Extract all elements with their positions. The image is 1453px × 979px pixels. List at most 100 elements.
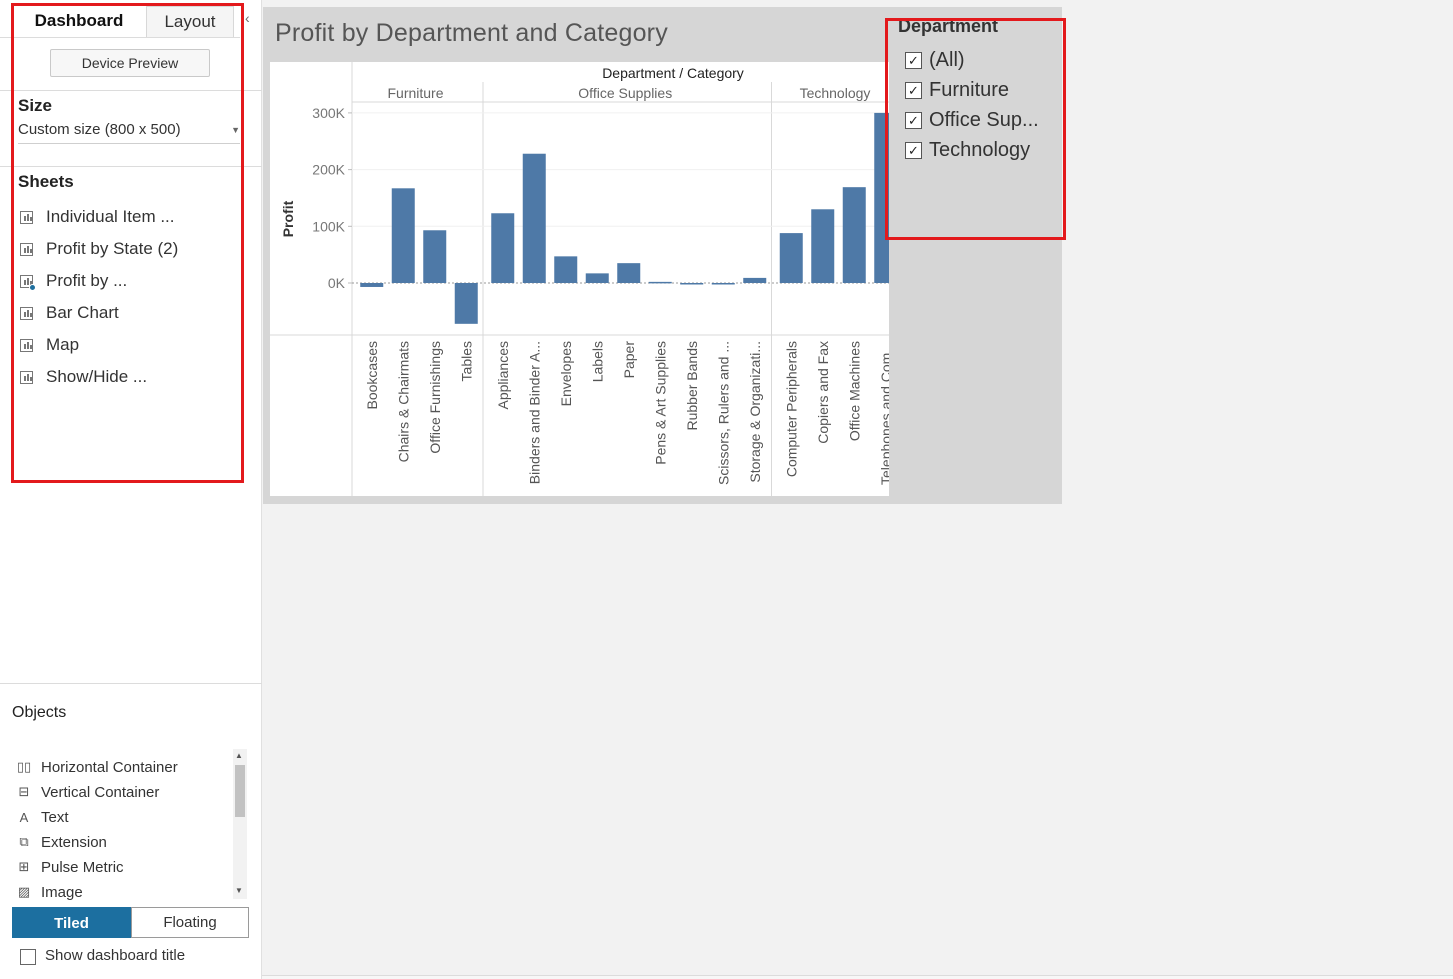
object-label: Extension: [41, 833, 107, 851]
bar: [423, 230, 447, 283]
tab-dashboard[interactable]: Dashboard: [34, 11, 124, 30]
objects-scrollbar[interactable]: ▲ ▼: [233, 749, 247, 899]
scroll-down-icon[interactable]: ▼: [235, 886, 243, 895]
bar: [522, 153, 546, 283]
x-tick-label: Office Furnishings: [427, 341, 443, 454]
tab-layout[interactable]: Layout: [146, 6, 234, 38]
filter-item-technology[interactable]: ✓ Technology: [905, 137, 1030, 163]
object-text[interactable]: A Text: [16, 806, 69, 828]
bar-chart-sheet-icon: [20, 338, 33, 352]
image-icon: ▨: [17, 884, 31, 899]
object-label: Horizontal Container: [41, 758, 178, 776]
divider: [0, 683, 262, 684]
group-label: Furniture: [387, 85, 443, 101]
object-pulse-metric[interactable]: ⊞ Pulse Metric: [16, 856, 124, 878]
x-tick-label: Paper: [621, 341, 637, 379]
collapse-pane-icon[interactable]: ‹: [245, 10, 250, 26]
object-extension[interactable]: ⧉ Extension: [16, 831, 107, 853]
checkbox-checked-icon[interactable]: ✓: [905, 141, 922, 159]
object-horizontal-container[interactable]: ▯▯ Horizontal Container: [16, 756, 178, 778]
divider: [0, 90, 262, 91]
y-tick-label: 300K: [312, 105, 345, 121]
dashboard-title: Profit by Department and Category: [275, 19, 668, 47]
bar: [743, 277, 767, 283]
filter-item-office-supplies[interactable]: ✓ Office Sup...: [905, 107, 1039, 133]
x-tick-label: Rubber Bands: [684, 341, 700, 431]
x-tick-label: Envelopes: [558, 341, 574, 406]
chart-bars: [360, 112, 889, 324]
sheet-item-profit-by-state-2[interactable]: Profit by State (2): [20, 237, 178, 261]
bar: [454, 283, 478, 324]
chart-header-title: Department / Category: [602, 65, 744, 81]
sheets-heading: Sheets: [18, 172, 74, 191]
bar-chart-sheet-icon: [20, 370, 33, 384]
sheet-item-profit-by[interactable]: Profit by ...: [20, 269, 127, 293]
x-tick-label: Telephones and Com...: [878, 341, 889, 485]
filter-item-all[interactable]: ✓ (All): [905, 47, 965, 73]
filter-item-label: Furniture: [929, 78, 1010, 101]
x-tick-label: Computer Peripherals: [783, 341, 799, 477]
sheet-item-show-hide[interactable]: Show/Hide ...: [20, 365, 147, 389]
y-tick-label: 200K: [312, 162, 345, 178]
object-label: Vertical Container: [41, 783, 160, 801]
chart-labels: Department / Category 300K 200K 100K 0K Profi…: [280, 65, 889, 485]
object-image[interactable]: ▨ Image: [16, 881, 83, 903]
show-dashboard-title-label: Show dashboard title: [45, 947, 186, 964]
chart-frame: [270, 62, 889, 496]
x-tick-label: Binders and Binder A...: [526, 341, 542, 484]
sheet-item-individual-item[interactable]: Individual Item ...: [20, 205, 175, 229]
group-label: Technology: [800, 85, 871, 101]
x-tick-label: Scissors, Rulers and ...: [715, 341, 731, 485]
bar: [617, 263, 641, 283]
floating-button[interactable]: Floating: [131, 907, 249, 938]
bar: [874, 112, 889, 284]
bar: [842, 187, 866, 283]
bar: [680, 283, 704, 285]
x-tick-label: Tables: [458, 341, 474, 381]
object-label: Text: [41, 808, 69, 826]
pulse-metric-icon: ⊞: [18, 859, 30, 874]
sheet-item-map[interactable]: Map: [20, 333, 79, 357]
tabs-divider: [0, 37, 240, 38]
department-filter-title: Department: [898, 16, 999, 36]
bar: [360, 283, 384, 287]
x-tick-label: Copiers and Fax: [815, 341, 831, 444]
bar: [585, 273, 609, 283]
sheet-item-label: Profit by State (2): [46, 239, 179, 258]
filter-item-label: Technology: [929, 138, 1031, 161]
bottom-status-bar: [262, 975, 1453, 979]
checkbox-checked-icon[interactable]: ✓: [905, 111, 922, 129]
sheet-item-label: Individual Item ...: [46, 207, 175, 226]
objects-scroll-thumb[interactable]: [235, 765, 245, 817]
x-tick-label: Pens & Art Supplies: [652, 341, 668, 465]
x-tick-label: Storage & Organizati...: [747, 341, 763, 483]
sheet-item-label: Bar Chart: [46, 303, 119, 322]
sheet-item-label: Show/Hide ...: [46, 367, 148, 386]
y-tick-label: 0K: [328, 275, 346, 291]
sheet-item-bar-chart[interactable]: Bar Chart: [20, 301, 119, 325]
profit-chart-sheet[interactable]: Department / Category 300K 200K 100K 0K Profi…: [270, 62, 889, 496]
scroll-up-icon[interactable]: ▲: [235, 751, 243, 760]
bar-chart-sheet-icon: [20, 242, 33, 256]
checkbox-checked-icon[interactable]: ✓: [905, 81, 922, 99]
bar: [491, 213, 515, 283]
size-dropdown-value: Custom size (800 x 500): [18, 121, 181, 138]
sheet-item-label: Profit by ...: [46, 271, 128, 290]
profit-bar-chart: Department / Category 300K 200K 100K 0K Profi…: [270, 62, 889, 496]
show-dashboard-title-checkbox[interactable]: [20, 949, 36, 965]
bar: [711, 283, 735, 285]
device-preview-button[interactable]: Device Preview: [50, 49, 210, 77]
tiled-button[interactable]: Tiled: [12, 907, 131, 938]
size-dropdown[interactable]: Custom size (800 x 500) ▼: [18, 121, 240, 144]
bar-chart-sheet-in-use-icon: [20, 274, 36, 291]
y-axis-label: Profit: [280, 200, 296, 237]
bar: [779, 233, 803, 283]
checkbox-checked-icon[interactable]: ✓: [905, 51, 922, 69]
divider: [0, 166, 262, 167]
sheet-item-label: Map: [46, 335, 80, 354]
extension-icon: ⧉: [19, 834, 29, 849]
bar-chart-sheet-icon: [20, 306, 33, 320]
object-vertical-container[interactable]: ⊟ Vertical Container: [16, 781, 160, 803]
filter-item-furniture[interactable]: ✓ Furniture: [905, 77, 1009, 103]
x-tick-label: Bookcases: [364, 341, 380, 409]
